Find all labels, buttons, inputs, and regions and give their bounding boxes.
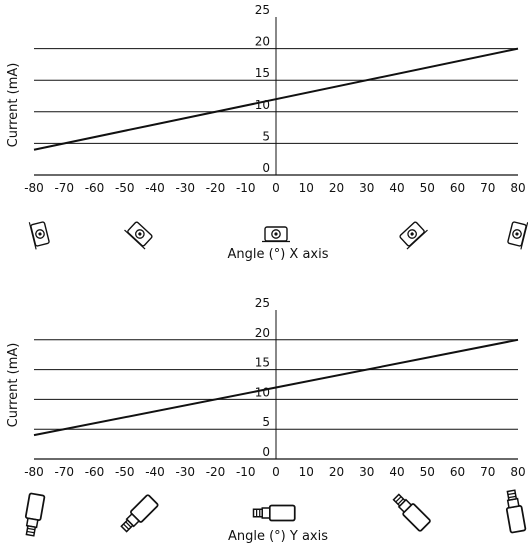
series-line-1 — [33, 338, 519, 437]
sensor-plug-rib — [123, 523, 130, 530]
x-tick-label: 40 — [389, 181, 404, 195]
y-tick-label: 0 — [262, 445, 270, 459]
x-tick-label: 40 — [389, 465, 404, 479]
sensor-y-orientation-icon — [392, 493, 431, 532]
x-tick-label: -70 — [54, 181, 74, 195]
sensor-plug — [392, 493, 407, 507]
sensor-plug-rib — [27, 527, 35, 531]
sensor-connector-pin — [274, 232, 278, 236]
sensor-plug — [252, 508, 263, 518]
y-tick-label: 5 — [262, 129, 270, 143]
x-tick-label: 10 — [299, 465, 314, 479]
x-tick-label: 30 — [359, 181, 374, 195]
x-axis-label: Angle (°) Y axis — [228, 529, 328, 544]
sensor-plug — [506, 489, 518, 501]
sensor-body — [268, 504, 296, 522]
x-tick-label: 30 — [359, 465, 374, 479]
x-tick-label: 50 — [420, 465, 435, 479]
y-tick-label: 20 — [255, 326, 270, 340]
y-tick-label: 20 — [255, 35, 270, 49]
x-tick-label: -50 — [115, 465, 135, 479]
x-tick-label: -40 — [145, 181, 165, 195]
sensor-base-line — [406, 229, 428, 250]
sensor-connector-pin — [38, 232, 42, 236]
x-axis-label: Angle (°) X axis — [228, 247, 329, 262]
y-axis-label: Current (mA) — [6, 343, 21, 428]
x-tick-label: -80 — [24, 465, 44, 479]
sensor-connector-pin — [515, 232, 519, 236]
x-tick-label: -70 — [54, 465, 74, 479]
sensor-x-orientation-icon — [399, 221, 428, 250]
sensor-plug-rib — [125, 521, 132, 528]
sensor-y-orientation-icon — [252, 504, 296, 522]
sensor-plug-rib — [397, 498, 404, 505]
x-tick-label: -10 — [236, 181, 256, 195]
chart-panel-2: 0 5 10 15 20 25 -80 -70 -60 -50 -40 -30 -20 -10 0 10 20 3… — [6, 296, 527, 544]
x-tick-label: 20 — [329, 465, 344, 479]
x-tick-label: -20 — [206, 181, 226, 195]
x-tick-label: 60 — [450, 465, 465, 479]
sensor-base-line — [124, 229, 146, 250]
sensor-base-line — [520, 222, 528, 250]
y-tick-label: 5 — [262, 415, 270, 429]
y-tick-label: 10 — [255, 385, 270, 399]
x-tick-label: -30 — [175, 465, 195, 479]
x-tick-label: -10 — [236, 465, 256, 479]
x-tick-label: 0 — [272, 465, 280, 479]
x-tick-label: 70 — [480, 181, 495, 195]
x-tick-label: 0 — [272, 181, 280, 195]
y-tick-label: 25 — [255, 296, 270, 310]
sensor-plug-rib — [508, 495, 516, 499]
y-axis-label: Current (mA) — [6, 63, 21, 148]
sensor-plug — [120, 519, 134, 533]
x-tick-label: 60 — [450, 181, 465, 195]
sensor-y-orientation-icon — [24, 492, 46, 537]
y-tick-label: 25 — [255, 3, 270, 17]
sensor-x-orientation-icon — [124, 221, 153, 250]
sensor-plug-rib — [395, 496, 402, 503]
x-tick-label: 10 — [299, 181, 314, 195]
sensor-y-orientation-icon — [505, 489, 527, 534]
x-tick-label: 80 — [510, 181, 525, 195]
sensor-plug-rib — [26, 530, 35, 534]
x-tick-label: 70 — [480, 465, 495, 479]
sensor-x-orientation-icon — [507, 221, 528, 250]
x-tick-label: -60 — [85, 465, 105, 479]
sensor-body — [24, 492, 46, 522]
y-tick-label: 0 — [262, 161, 270, 175]
x-tick-label: 50 — [420, 181, 435, 195]
sensor-plug — [25, 525, 37, 537]
sensor-base-line — [28, 222, 37, 250]
x-tick-label: -40 — [145, 465, 165, 479]
x-tick-label: -30 — [175, 181, 195, 195]
y-tick-label: 15 — [255, 356, 270, 370]
sensor-connector-pin — [410, 232, 414, 236]
sensor-connector-pin — [138, 232, 142, 236]
x-tick-label: 20 — [329, 181, 344, 195]
x-tick-label: -50 — [115, 181, 135, 195]
x-tick-label: -60 — [85, 181, 105, 195]
sensor-x-orientation-icon — [28, 221, 50, 250]
x-tick-label: -80 — [24, 181, 44, 195]
sensor-y-orientation-icon — [120, 494, 159, 533]
x-tick-label: -20 — [206, 465, 226, 479]
x-tick-label: 80 — [510, 465, 525, 479]
y-tick-label: 15 — [255, 66, 270, 80]
sensor-body — [505, 504, 527, 534]
sensor-neck — [261, 507, 271, 519]
series-line-1 — [33, 47, 519, 151]
sensor-plug-rib — [507, 492, 516, 496]
sensor-x-orientation-icon — [262, 226, 290, 243]
